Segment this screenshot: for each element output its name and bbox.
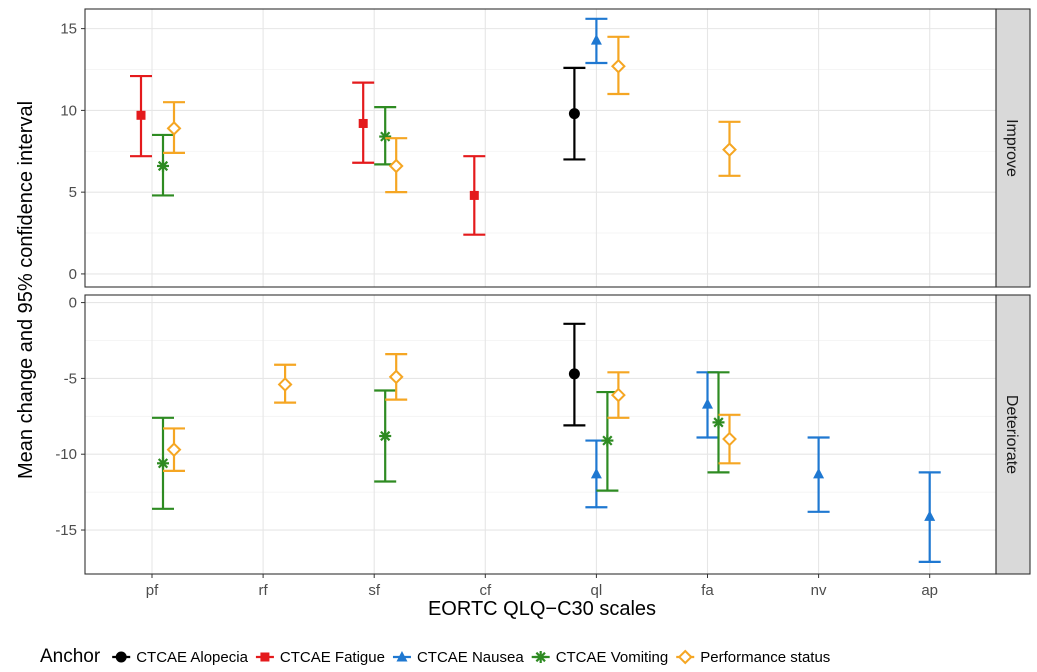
- diamond-marker: [722, 142, 737, 158]
- diamond-marker: [722, 431, 737, 447]
- errorbar-point: [163, 427, 185, 472]
- y-tick-label: -5: [64, 370, 77, 387]
- errorbar-point: [718, 413, 741, 465]
- errorbar-point: [563, 322, 586, 427]
- circle-marker: [568, 368, 580, 380]
- errorbar-point: [563, 66, 586, 161]
- errorbar-point: [152, 133, 174, 197]
- errorbar-point: [385, 353, 408, 401]
- errorbar-point: [607, 35, 630, 96]
- x-tick-label: ql: [591, 582, 603, 599]
- x-tick-label: nv: [811, 582, 827, 599]
- facet-strip: [995, 8, 1031, 288]
- legend-label: CTCAE Vomiting: [556, 649, 669, 666]
- diamond-marker: [166, 442, 182, 458]
- y-tick-label: 15: [60, 21, 77, 38]
- asterisk-marker: [601, 434, 614, 447]
- triangle-marker: [590, 467, 602, 479]
- legend-item: CTCAE Fatigue: [255, 649, 385, 666]
- errorbar-point: [718, 120, 741, 177]
- x-axis-title: EORTC QLQ−C30 scales: [428, 598, 656, 620]
- asterisk-marker: [157, 457, 169, 470]
- legend-item: CTCAE Alopecia: [112, 649, 249, 666]
- triangle-marker: [702, 398, 713, 409]
- triangle-marker: [924, 510, 936, 521]
- legend-triangle-marker: [396, 651, 408, 662]
- errorbar-point: [607, 371, 630, 419]
- errorbar-point: [130, 74, 152, 158]
- x-tick-label: sf: [368, 582, 381, 599]
- facet-strips: Improve Deteriorate: [995, 8, 1031, 575]
- data-marks: [130, 17, 941, 563]
- legend-label: CTCAE Fatigue: [280, 649, 385, 666]
- panel-background: [85, 9, 996, 287]
- asterisk-marker: [157, 159, 169, 172]
- legend-item: CTCAE Vomiting: [531, 649, 669, 666]
- legend-square-marker: [260, 652, 270, 662]
- y-axis-title: Mean change and 95% confidence interval: [15, 101, 37, 479]
- asterisk-marker: [379, 130, 392, 143]
- x-tick-label: fa: [701, 582, 714, 599]
- panels: [85, 9, 996, 574]
- legend-item: Performance status: [676, 649, 830, 666]
- errorbar-point: [152, 416, 174, 510]
- legend-item: CTCAE Nausea: [392, 649, 524, 666]
- diamond-marker: [166, 120, 182, 136]
- y-tick-label: -15: [55, 522, 77, 539]
- legend-asterisk-marker: [534, 651, 547, 663]
- errorbar-point: [585, 439, 608, 509]
- diamond-marker: [610, 387, 626, 403]
- x-tick-label: rf: [259, 582, 269, 599]
- errorbar-point: [918, 471, 941, 563]
- y-tick-label: 0: [69, 295, 77, 312]
- y-tick-label: 0: [69, 266, 77, 283]
- legend-circle-marker: [115, 651, 127, 663]
- legend-label: CTCAE Alopecia: [136, 649, 248, 666]
- axes: 0 5 10 15 0 -5 -10 -15 pf rf sf cf ql fa nv ap: [55, 21, 938, 599]
- legend-title: Anchor: [40, 646, 101, 667]
- diamond-marker: [277, 377, 293, 392]
- errorbar-point: [585, 17, 608, 65]
- square-marker: [136, 110, 146, 120]
- facet-strip-label: Deteriorate: [1003, 395, 1020, 474]
- panel-background: [85, 295, 996, 574]
- diamond-marker: [388, 158, 404, 174]
- x-tick-label: pf: [146, 582, 159, 599]
- panel-border: [84, 8, 997, 288]
- diamond-marker: [388, 369, 404, 385]
- legend-label: CTCAE Nausea: [417, 649, 524, 666]
- y-tick-label: 10: [60, 102, 77, 119]
- errorbar-point: [274, 363, 297, 404]
- errorbar-point: [707, 371, 730, 474]
- panel-border: [84, 294, 997, 575]
- square-marker: [358, 118, 368, 128]
- x-tick-label: cf: [479, 582, 492, 599]
- x-tick-label: ap: [921, 582, 938, 599]
- y-tick-label: -10: [55, 446, 77, 463]
- facet-strip: [995, 294, 1031, 575]
- triangle-marker: [813, 467, 825, 479]
- errorbar-point: [374, 389, 397, 483]
- asterisk-marker: [712, 416, 725, 429]
- square-marker: [469, 190, 479, 200]
- errorbar-point: [385, 137, 408, 194]
- y-tick-label: 5: [69, 184, 77, 201]
- errorbar-point: [463, 155, 486, 236]
- diamond-marker: [610, 58, 626, 74]
- legend-label: Performance status: [700, 649, 830, 666]
- circle-marker: [568, 108, 580, 120]
- legend-diamond-marker: [677, 649, 693, 665]
- errorbar-point: [163, 101, 185, 155]
- legend: Anchor CTCAE Alopecia CTCAE Fatigue CTCAE …: [40, 646, 830, 667]
- asterisk-marker: [379, 430, 392, 443]
- errorbar-point: [352, 81, 375, 164]
- triangle-marker: [590, 34, 602, 45]
- errorbar-point: [807, 436, 830, 513]
- facet-strip-label: Improve: [1003, 119, 1020, 177]
